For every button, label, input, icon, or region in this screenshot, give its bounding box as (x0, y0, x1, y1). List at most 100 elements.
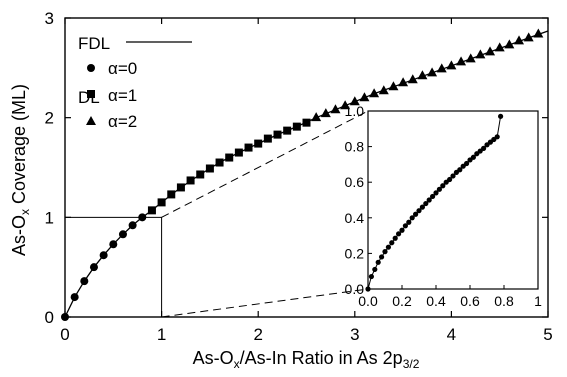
point-alpha2 (378, 85, 389, 95)
inset-point (385, 244, 391, 250)
inset-y-tick-label: 0.6 (345, 174, 365, 190)
point-alpha2 (475, 49, 486, 59)
data-markers (61, 28, 544, 321)
point-alpha1 (273, 130, 282, 139)
inset-point (372, 266, 378, 273)
inset-x-tick-label: 0.0 (358, 293, 378, 309)
inset-point (430, 193, 436, 200)
inset-guide-lines (65, 110, 369, 318)
point-alpha0 (61, 313, 69, 321)
point-alpha1 (234, 148, 243, 157)
point-alpha1 (254, 139, 263, 148)
point-alpha0 (128, 221, 137, 230)
point-alpha2 (330, 104, 341, 114)
inset-point (375, 259, 381, 265)
point-alpha2 (446, 60, 457, 70)
x-tick-label: 0 (60, 325, 69, 344)
x-tick-label: 5 (543, 325, 552, 344)
point-alpha0 (80, 277, 89, 286)
y-tick-label: 3 (45, 9, 54, 28)
point-alpha1 (176, 183, 185, 192)
inset-point (399, 227, 405, 233)
point-alpha1 (215, 158, 224, 167)
inset-point (426, 197, 432, 203)
inset-point (440, 183, 446, 189)
inset-point (365, 286, 371, 292)
x-tick-label: 4 (447, 325, 456, 344)
inset-point (470, 154, 476, 160)
point-alpha2 (388, 81, 399, 91)
inset-chart: 0.0 0.2 0.4 0.6 0.8 1 0.0 0.2 0.4 0.6 0.8 1.0 (345, 103, 543, 309)
point-alpha0 (118, 230, 127, 239)
inset-point (382, 249, 388, 255)
inset-point (436, 186, 442, 192)
point-alpha0 (70, 293, 79, 302)
inset-point (409, 215, 415, 221)
inset-point (423, 200, 429, 207)
inset-point (402, 223, 408, 229)
point-alpha0 (99, 251, 108, 260)
point-alpha0 (89, 263, 98, 272)
point-alpha1 (186, 176, 195, 185)
inset-data-markers (365, 113, 504, 292)
inset-point (433, 190, 439, 196)
x-tick-label: 1 (157, 325, 166, 344)
y-tick-label: 0 (45, 308, 54, 327)
point-alpha2 (359, 92, 370, 102)
y-axis-label: As-Ox Coverage (ML) (9, 84, 32, 256)
x-tick-label: 2 (253, 325, 262, 344)
plot-frame (64, 17, 549, 318)
inset-point (406, 219, 412, 225)
inset-y-tick-label: 0.4 (345, 210, 365, 226)
point-alpha1 (244, 143, 253, 152)
point-alpha2 (320, 108, 331, 118)
inset-point (450, 173, 456, 179)
point-alpha2 (485, 46, 496, 56)
inset-point (481, 145, 487, 151)
x-axis-label: As-Ox/As-In Ratio in As 2p3/2 (193, 348, 420, 371)
point-alpha2 (340, 100, 351, 110)
inset-point (457, 167, 463, 173)
main-tick-labels: 0 1 2 3 4 5 0 1 2 3 (45, 9, 553, 344)
point-alpha2 (407, 74, 418, 84)
point-alpha1 (157, 198, 166, 207)
inset-point (416, 208, 422, 214)
point-alpha2 (398, 77, 409, 87)
point-alpha1 (283, 126, 292, 135)
point-alpha1 (205, 164, 214, 173)
legend: FDL α=0 DL α=1 α=2 (78, 34, 192, 131)
legend-square-marker (87, 90, 95, 98)
inset-x-tick-label: 1 (534, 293, 542, 309)
point-alpha2 (523, 32, 534, 42)
inset-x-tick-label: 0.6 (460, 293, 480, 309)
y-tick-label: 2 (45, 109, 54, 128)
inset-point (498, 113, 504, 119)
inset-point (447, 176, 453, 183)
point-alpha2 (533, 28, 544, 38)
inset-x-tick-label: 0.4 (426, 293, 446, 309)
inset-tick-labels: 0.0 0.2 0.4 0.6 0.8 1 0.0 0.2 0.4 0.6 0.8 1.0 (345, 103, 543, 309)
point-alpha2 (514, 35, 525, 45)
point-alpha2 (456, 56, 467, 66)
point-alpha2 (417, 70, 428, 80)
point-alpha1 (147, 206, 156, 215)
inset-y-tick-label: 1.0 (345, 103, 365, 119)
point-alpha1 (167, 190, 176, 199)
y-tick-label: 1 (45, 208, 54, 227)
point-alpha2 (427, 67, 438, 77)
inset-point (413, 211, 419, 217)
point-alpha1 (292, 122, 301, 131)
zoom-line-top (161, 110, 369, 218)
inset-point (368, 273, 374, 280)
inset-point (396, 231, 402, 237)
point-alpha2 (311, 112, 322, 122)
zoom-box (65, 216, 163, 317)
point-alpha1 (196, 170, 205, 179)
legend-alpha1-label: α=1 (108, 86, 137, 105)
inset-frame (367, 110, 539, 290)
legend-alpha0-label: α=0 (108, 59, 137, 78)
inset-y-tick-label: 0.8 (345, 139, 365, 155)
inset-x-tick-label: 0.2 (392, 293, 412, 309)
x-tick-label: 3 (350, 325, 359, 344)
